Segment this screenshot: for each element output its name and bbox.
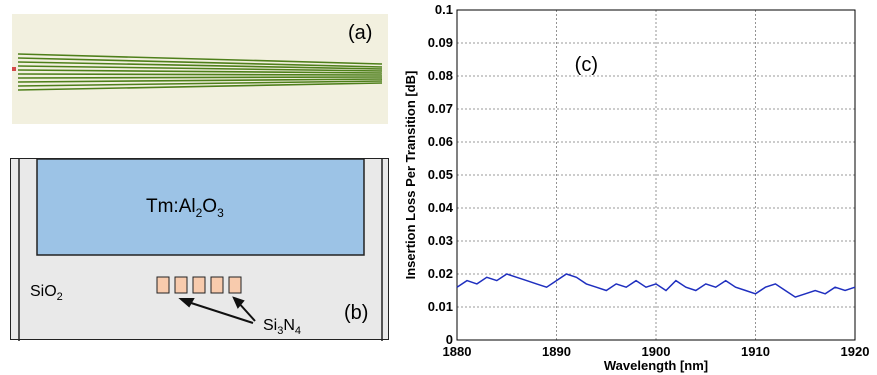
- y-tick-label: 0.05: [428, 167, 453, 182]
- y-tick-label: 0: [446, 332, 453, 347]
- x-tick-label: 1880: [443, 344, 472, 359]
- y-axis-label: Insertion Loss Per Transition [dB]: [403, 71, 418, 280]
- y-tick-label: 0.03: [428, 233, 453, 248]
- cross-section-diagram: [10, 158, 389, 341]
- loss-series-line: [456, 273, 856, 298]
- y-tick-label: 0.07: [428, 101, 453, 116]
- chart-canvas: 1880 1890 1900 1910 1920 0 0.01 0.02 0.03 0.04 0.0…: [403, 2, 870, 373]
- cross-section-drawing: [18, 159, 383, 341]
- plot-frame: [456, 9, 856, 341]
- x-tick-label: 1920: [841, 344, 870, 359]
- core-material-label: Tm:Al2O3: [146, 196, 224, 220]
- cladding-material-label: SiO2: [30, 283, 63, 304]
- panel-b-label: (b): [344, 302, 369, 324]
- y-tick-label: 0.02: [428, 266, 453, 281]
- waveguide-layout-drawing: [12, 53, 383, 91]
- layout-top-view: [12, 14, 388, 124]
- y-tick-label: 0.01: [428, 299, 453, 314]
- y-tick-label: 0.09: [428, 35, 453, 50]
- panel-a-label: (a): [348, 22, 373, 44]
- x-tick-label: 1900: [642, 344, 671, 359]
- core-layer: [36, 159, 365, 256]
- waveguide-material-label: Si3N4: [263, 317, 302, 338]
- y-tick-label: 0.06: [428, 134, 453, 149]
- y-tick-label: 0.1: [435, 2, 453, 17]
- x-tick-label: 1910: [741, 344, 770, 359]
- y-tick-label: 0.08: [428, 68, 453, 83]
- x-tick-label: 1890: [542, 344, 571, 359]
- insertion-loss-chart: 1880 1890 1900 1910 1920 0 0.01 0.02 0.03 0.04 0.0…: [395, 0, 877, 375]
- x-axis-label: Wavelength [nm]: [604, 358, 708, 373]
- waveguide-array: [156, 276, 242, 294]
- y-tick-label: 0.04: [428, 200, 454, 215]
- panel-c-label: (c): [575, 54, 598, 76]
- input-marker: [12, 67, 16, 71]
